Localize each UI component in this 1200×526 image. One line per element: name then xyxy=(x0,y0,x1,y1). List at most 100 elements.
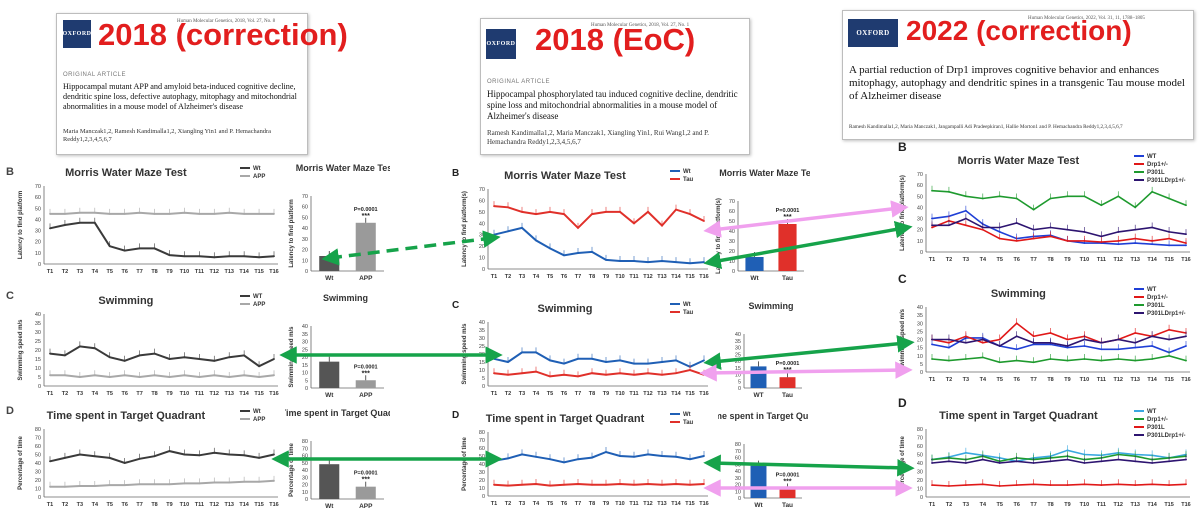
data-point xyxy=(78,221,81,224)
x-tick-label: T5 xyxy=(547,274,553,280)
y-tick-label: 70 xyxy=(302,194,308,200)
data-point xyxy=(931,217,933,220)
panel-label-mid-d: D xyxy=(452,410,460,421)
paper-title: Hippocampal phosphorylated tau induced c… xyxy=(487,89,738,121)
y-tick-label: 0 xyxy=(920,250,923,256)
data-point xyxy=(998,345,1001,347)
data-point xyxy=(998,361,1001,364)
oxford-logo: OXFORD xyxy=(63,20,91,48)
data-point xyxy=(243,255,246,258)
data-point xyxy=(647,483,649,485)
series-line xyxy=(493,450,705,464)
data-point xyxy=(1185,335,1187,338)
y-axis-label: Swimming speed m/s xyxy=(462,323,468,385)
data-point xyxy=(1168,231,1170,233)
data-point xyxy=(1015,359,1018,362)
y-tick-label: 40 xyxy=(917,305,923,311)
data-point xyxy=(123,462,126,464)
data-point xyxy=(493,357,495,360)
x-tick-label: T11 xyxy=(195,269,204,275)
data-point xyxy=(1117,231,1120,233)
series-line xyxy=(493,205,705,230)
data-point xyxy=(1066,195,1069,198)
x-tick-label: T5 xyxy=(107,391,113,397)
data-point xyxy=(78,345,81,348)
data-point xyxy=(675,483,677,485)
x-tick-label: T13 xyxy=(224,391,233,397)
x-tick-label: APP xyxy=(359,392,373,399)
y-tick-label: 70 xyxy=(735,449,741,455)
legend-label: Drp1+/- xyxy=(1147,162,1168,168)
y-tick-label: 40 xyxy=(479,462,485,468)
data-point xyxy=(183,482,186,485)
panel-label-left-d: D xyxy=(6,405,14,417)
data-point xyxy=(661,373,663,376)
data-point xyxy=(493,372,495,375)
y-tick-label: 0 xyxy=(38,495,41,501)
y-tick-label: 30 xyxy=(479,470,485,476)
panel-label-mid-b: B xyxy=(452,168,460,179)
data-point xyxy=(183,356,186,359)
chart-title: Time spent in Target Quadrant xyxy=(47,410,206,422)
data-point xyxy=(1117,358,1120,360)
x-tick-label: T15 xyxy=(685,391,694,397)
x-tick-label: T8 xyxy=(1047,502,1053,508)
x-tick-label: T14 xyxy=(671,274,681,280)
y-tick-label: 40 xyxy=(35,217,41,223)
x-tick-label: T4 xyxy=(533,501,540,507)
y-axis-label: Latency to find platform xyxy=(289,199,295,267)
x-tick-label: T5 xyxy=(997,257,1003,263)
chart-title: Morris Water Maze Test xyxy=(958,155,1080,167)
significance-stars: *** xyxy=(362,477,370,484)
data-point xyxy=(605,373,607,376)
x-tick-label: T7 xyxy=(136,502,142,508)
data-point xyxy=(183,453,186,456)
data-point xyxy=(1168,328,1170,331)
data-point xyxy=(1049,332,1052,334)
series-line xyxy=(931,354,1187,364)
data-point xyxy=(591,357,593,360)
chart-title: Swimming xyxy=(323,293,368,303)
data-point xyxy=(1032,343,1035,346)
bar xyxy=(745,257,764,271)
data-point xyxy=(605,361,607,363)
y-tick-label: 60 xyxy=(35,195,41,201)
x-tick-label: T6 xyxy=(561,391,567,397)
y-tick-label: 20 xyxy=(302,355,308,361)
data-point xyxy=(647,372,649,375)
legend-label: WT xyxy=(1147,154,1157,160)
paper-tag-2022-correction: 2022 (correction) xyxy=(906,15,1132,46)
data-point xyxy=(1117,195,1120,198)
x-tick-label: T16 xyxy=(1181,377,1190,383)
y-tick-label: 10 xyxy=(917,239,923,245)
y-tick-label: 10 xyxy=(35,487,41,493)
data-point xyxy=(521,351,523,354)
x-tick-label: T9 xyxy=(603,391,609,397)
data-point xyxy=(1032,335,1035,338)
x-tick-label: T13 xyxy=(657,274,666,280)
series-line xyxy=(49,221,275,259)
data-point xyxy=(1066,345,1069,347)
x-tick-label: T3 xyxy=(963,502,969,508)
data-point xyxy=(689,262,691,265)
p-value-label: P=0.0001 xyxy=(354,364,378,370)
data-point xyxy=(1066,338,1069,341)
data-point xyxy=(964,224,967,227)
data-point xyxy=(168,376,171,378)
x-tick-label: T16 xyxy=(269,391,278,397)
x-tick-label: T8 xyxy=(151,502,157,508)
right-tq-svg: Time spent in Target Quadrant Percentage … xyxy=(900,409,1191,508)
series-line xyxy=(932,335,1187,347)
data-point xyxy=(1066,484,1069,486)
data-point xyxy=(93,221,96,224)
data-point xyxy=(563,461,565,464)
data-point xyxy=(273,358,275,360)
legend-label: Wt xyxy=(683,169,691,175)
y-tick-label: 40 xyxy=(735,469,741,475)
y-axis-label: Latency to find platform xyxy=(18,191,24,259)
oxford-logo: OXFORD xyxy=(848,19,898,47)
mid-swim-svg: Swimming Swimming speed m/s 0 5 10 15 20 25 30 35… xyxy=(462,302,709,397)
journal-info: Human Molecular Genetics, 2022, Vol. 31,… xyxy=(1028,16,1145,21)
x-tick-label: T7 xyxy=(136,391,142,397)
data-point xyxy=(1015,484,1018,486)
